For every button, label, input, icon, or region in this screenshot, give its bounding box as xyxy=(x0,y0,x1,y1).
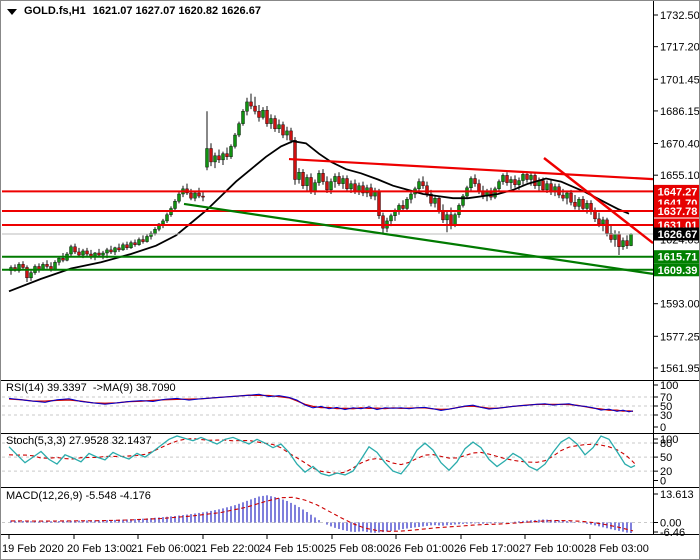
symbol-period-label: GOLD.fs,H1 xyxy=(24,5,86,17)
price-badges: 1641.701647.271637.781631.011626.671615.… xyxy=(654,184,699,277)
time-axis-label: 19 Feb 2020 xyxy=(2,543,64,555)
rsi-ma-line xyxy=(8,394,634,412)
indicator-scale-label: 80 xyxy=(660,438,672,450)
chart-title-bar: GOLD.fs,H1 1621.07 1627.07 1620.82 1626.… xyxy=(7,5,261,17)
macd-indicator-label: MACD(12,26,9) -5.548 -4.176 xyxy=(6,490,151,502)
svg-text:1615.71: 1615.71 xyxy=(658,252,698,264)
svg-text:1609.39: 1609.39 xyxy=(658,265,698,277)
price-tick-label: 1655.10 xyxy=(660,170,700,182)
price-tick-label: 1561.95 xyxy=(660,363,700,375)
time-axis-label: 24 Feb 15:00 xyxy=(259,543,324,555)
stoch-d-line xyxy=(8,437,636,474)
stoch-k-line xyxy=(8,435,636,477)
indicator-scale-label: -6.46 xyxy=(660,527,685,539)
time-axis-label: 21 Feb 06:00 xyxy=(131,543,196,555)
price-badge: 1647.27 xyxy=(654,184,699,198)
indicator-scale-label: 50 xyxy=(660,401,672,413)
ma-line xyxy=(8,140,630,293)
indicator-scale-label: 0 xyxy=(660,476,666,488)
price-badge: 1637.78 xyxy=(654,204,699,218)
time-axis-label: 20 Feb 13:00 xyxy=(67,543,132,555)
indicator-scale-label: 70 xyxy=(660,392,672,404)
price-tick-label: 1593.00 xyxy=(660,299,700,311)
price-tick-label: 1670.40 xyxy=(660,139,700,151)
price-badge: 1615.71 xyxy=(654,250,699,264)
price-badge: 1609.39 xyxy=(654,263,699,277)
rsi-indicator-label: RSI(14) 39.3397 ->MA(9) 38.7090 xyxy=(6,382,176,394)
horizontal-level-lines xyxy=(2,190,653,271)
price-tick-label: 1732.50 xyxy=(660,10,700,22)
rsi-line xyxy=(8,393,634,413)
indicator-scale-label: 100 xyxy=(660,380,678,392)
svg-text:1647.27: 1647.27 xyxy=(658,186,698,198)
price-tick-label: 1701.45 xyxy=(660,74,700,86)
time-axis-label: 27 Feb 10:00 xyxy=(519,543,584,555)
time-axis: 19 Feb 2020 20 Feb 13:00 21 Feb 06:00 21 Fe… xyxy=(2,534,649,555)
macd-scale: 13.613 0.00-6.46 xyxy=(653,489,694,539)
time-axis-label: 26 Feb 17:00 xyxy=(454,543,519,555)
indicator-scale-label: 0 xyxy=(660,422,666,434)
macd-histogram xyxy=(10,495,632,533)
macd-signal-line xyxy=(10,496,634,532)
time-axis-label: 26 Feb 01:00 xyxy=(389,543,454,555)
time-axis-label: 21 Feb 22:00 xyxy=(195,543,260,555)
price-axis: 1732.50 1717.20 1701.45 1686.15 1670.40 1655.… xyxy=(653,10,700,375)
indicator-scale-label: 100 xyxy=(660,434,678,446)
time-axis-label: 25 Feb 08:00 xyxy=(324,543,389,555)
stoch-indicator-label: Stoch(5,3,3) 27.9528 32.1437 xyxy=(6,435,152,447)
svg-text:1637.78: 1637.78 xyxy=(658,206,698,218)
svg-text:1626.67: 1626.67 xyxy=(658,229,698,241)
indicator-scale-label: 0.00 xyxy=(660,518,681,530)
price-tick-label: 1717.20 xyxy=(660,42,700,54)
price-badge: 1626.67 xyxy=(654,227,699,241)
panel-frame xyxy=(1,1,699,535)
price-tick-label: 1577.25 xyxy=(660,331,700,343)
price-tick-label: 1686.15 xyxy=(660,106,700,118)
symbol-dropdown-icon[interactable] xyxy=(7,8,17,15)
indicator-scale-label: 30 xyxy=(660,410,672,422)
indicator-scale-label: 13.613 xyxy=(660,489,694,501)
candlestick-series xyxy=(9,93,633,282)
indicator-scale-label: 20 xyxy=(660,466,672,478)
trendlines xyxy=(183,157,654,275)
ohlc-values: 1621.07 1627.07 1620.82 1626.67 xyxy=(92,5,261,17)
indicator-scale-label: 50 xyxy=(660,452,672,464)
time-axis-label: 28 Feb 03:00 xyxy=(584,543,649,555)
